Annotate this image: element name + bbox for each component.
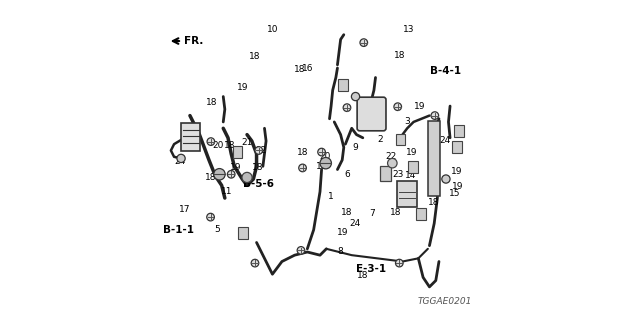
Text: 18: 18 — [390, 208, 402, 217]
FancyBboxPatch shape — [339, 79, 348, 92]
Circle shape — [360, 39, 367, 46]
Text: 19: 19 — [452, 182, 464, 191]
FancyBboxPatch shape — [181, 123, 200, 151]
Text: 19: 19 — [414, 101, 426, 111]
Text: 17: 17 — [179, 205, 191, 214]
Text: 18: 18 — [205, 173, 216, 182]
Text: 18: 18 — [206, 99, 218, 108]
Text: 18: 18 — [341, 208, 353, 217]
Circle shape — [388, 158, 397, 168]
Text: 11: 11 — [221, 187, 232, 196]
FancyBboxPatch shape — [429, 121, 440, 196]
Circle shape — [320, 157, 332, 169]
Circle shape — [242, 172, 252, 182]
Text: 19: 19 — [406, 148, 418, 156]
FancyBboxPatch shape — [452, 141, 462, 153]
Text: 18: 18 — [249, 52, 260, 61]
Text: 24: 24 — [175, 157, 186, 166]
Text: E-3-1: E-3-1 — [356, 264, 386, 275]
Text: 24: 24 — [349, 219, 360, 228]
Circle shape — [394, 103, 401, 110]
Text: 12: 12 — [255, 146, 267, 155]
FancyBboxPatch shape — [380, 166, 391, 181]
Text: 1: 1 — [328, 192, 334, 201]
Text: 18: 18 — [297, 148, 308, 156]
Text: 18: 18 — [316, 162, 327, 171]
Text: 18: 18 — [394, 51, 405, 60]
FancyBboxPatch shape — [357, 97, 386, 131]
Text: TGGAE0201: TGGAE0201 — [418, 297, 472, 306]
Circle shape — [299, 164, 307, 172]
Text: 2: 2 — [378, 135, 383, 144]
Text: 19: 19 — [237, 83, 248, 92]
Text: 18: 18 — [294, 65, 305, 74]
Circle shape — [251, 259, 259, 267]
Text: 7: 7 — [369, 209, 375, 219]
FancyBboxPatch shape — [239, 227, 248, 239]
Circle shape — [442, 175, 450, 183]
Text: B-4-1: B-4-1 — [429, 66, 461, 76]
FancyBboxPatch shape — [454, 125, 464, 138]
Text: 22: 22 — [386, 152, 397, 161]
FancyBboxPatch shape — [396, 134, 405, 145]
Text: 18: 18 — [252, 164, 264, 172]
Circle shape — [396, 259, 403, 267]
Circle shape — [255, 147, 262, 154]
Text: 18: 18 — [428, 198, 440, 207]
Text: 15: 15 — [449, 189, 461, 198]
Text: B-5-6: B-5-6 — [243, 179, 274, 189]
FancyBboxPatch shape — [416, 208, 426, 220]
Text: 8: 8 — [338, 247, 344, 257]
Circle shape — [207, 138, 214, 145]
Text: 10: 10 — [267, 25, 278, 35]
FancyBboxPatch shape — [233, 146, 243, 158]
Circle shape — [297, 247, 305, 254]
Text: 3: 3 — [404, 117, 410, 126]
Text: 24: 24 — [440, 136, 451, 146]
Circle shape — [343, 104, 351, 111]
Text: 23: 23 — [392, 170, 403, 179]
Text: 19: 19 — [337, 228, 348, 237]
FancyBboxPatch shape — [397, 181, 417, 207]
Text: 19: 19 — [230, 164, 242, 172]
Text: 9: 9 — [352, 143, 358, 152]
FancyBboxPatch shape — [408, 161, 418, 173]
Circle shape — [227, 171, 235, 178]
Text: 18: 18 — [224, 141, 236, 150]
Text: 21: 21 — [241, 138, 253, 147]
Circle shape — [351, 92, 360, 101]
Circle shape — [214, 169, 225, 180]
Text: 6: 6 — [344, 170, 350, 179]
Circle shape — [431, 112, 438, 119]
Text: 5: 5 — [214, 225, 220, 234]
Text: 14: 14 — [404, 172, 416, 180]
Text: 4: 4 — [433, 127, 438, 136]
Text: FR.: FR. — [184, 36, 203, 46]
Text: 20: 20 — [213, 141, 224, 150]
Text: 20: 20 — [319, 152, 330, 161]
Circle shape — [177, 154, 185, 163]
Circle shape — [318, 148, 325, 156]
Text: 18: 18 — [357, 271, 369, 280]
Text: 16: 16 — [301, 63, 313, 73]
Text: B-1-1: B-1-1 — [163, 225, 195, 235]
Circle shape — [207, 213, 214, 221]
Text: 13: 13 — [403, 25, 415, 35]
Text: 19: 19 — [451, 167, 462, 176]
